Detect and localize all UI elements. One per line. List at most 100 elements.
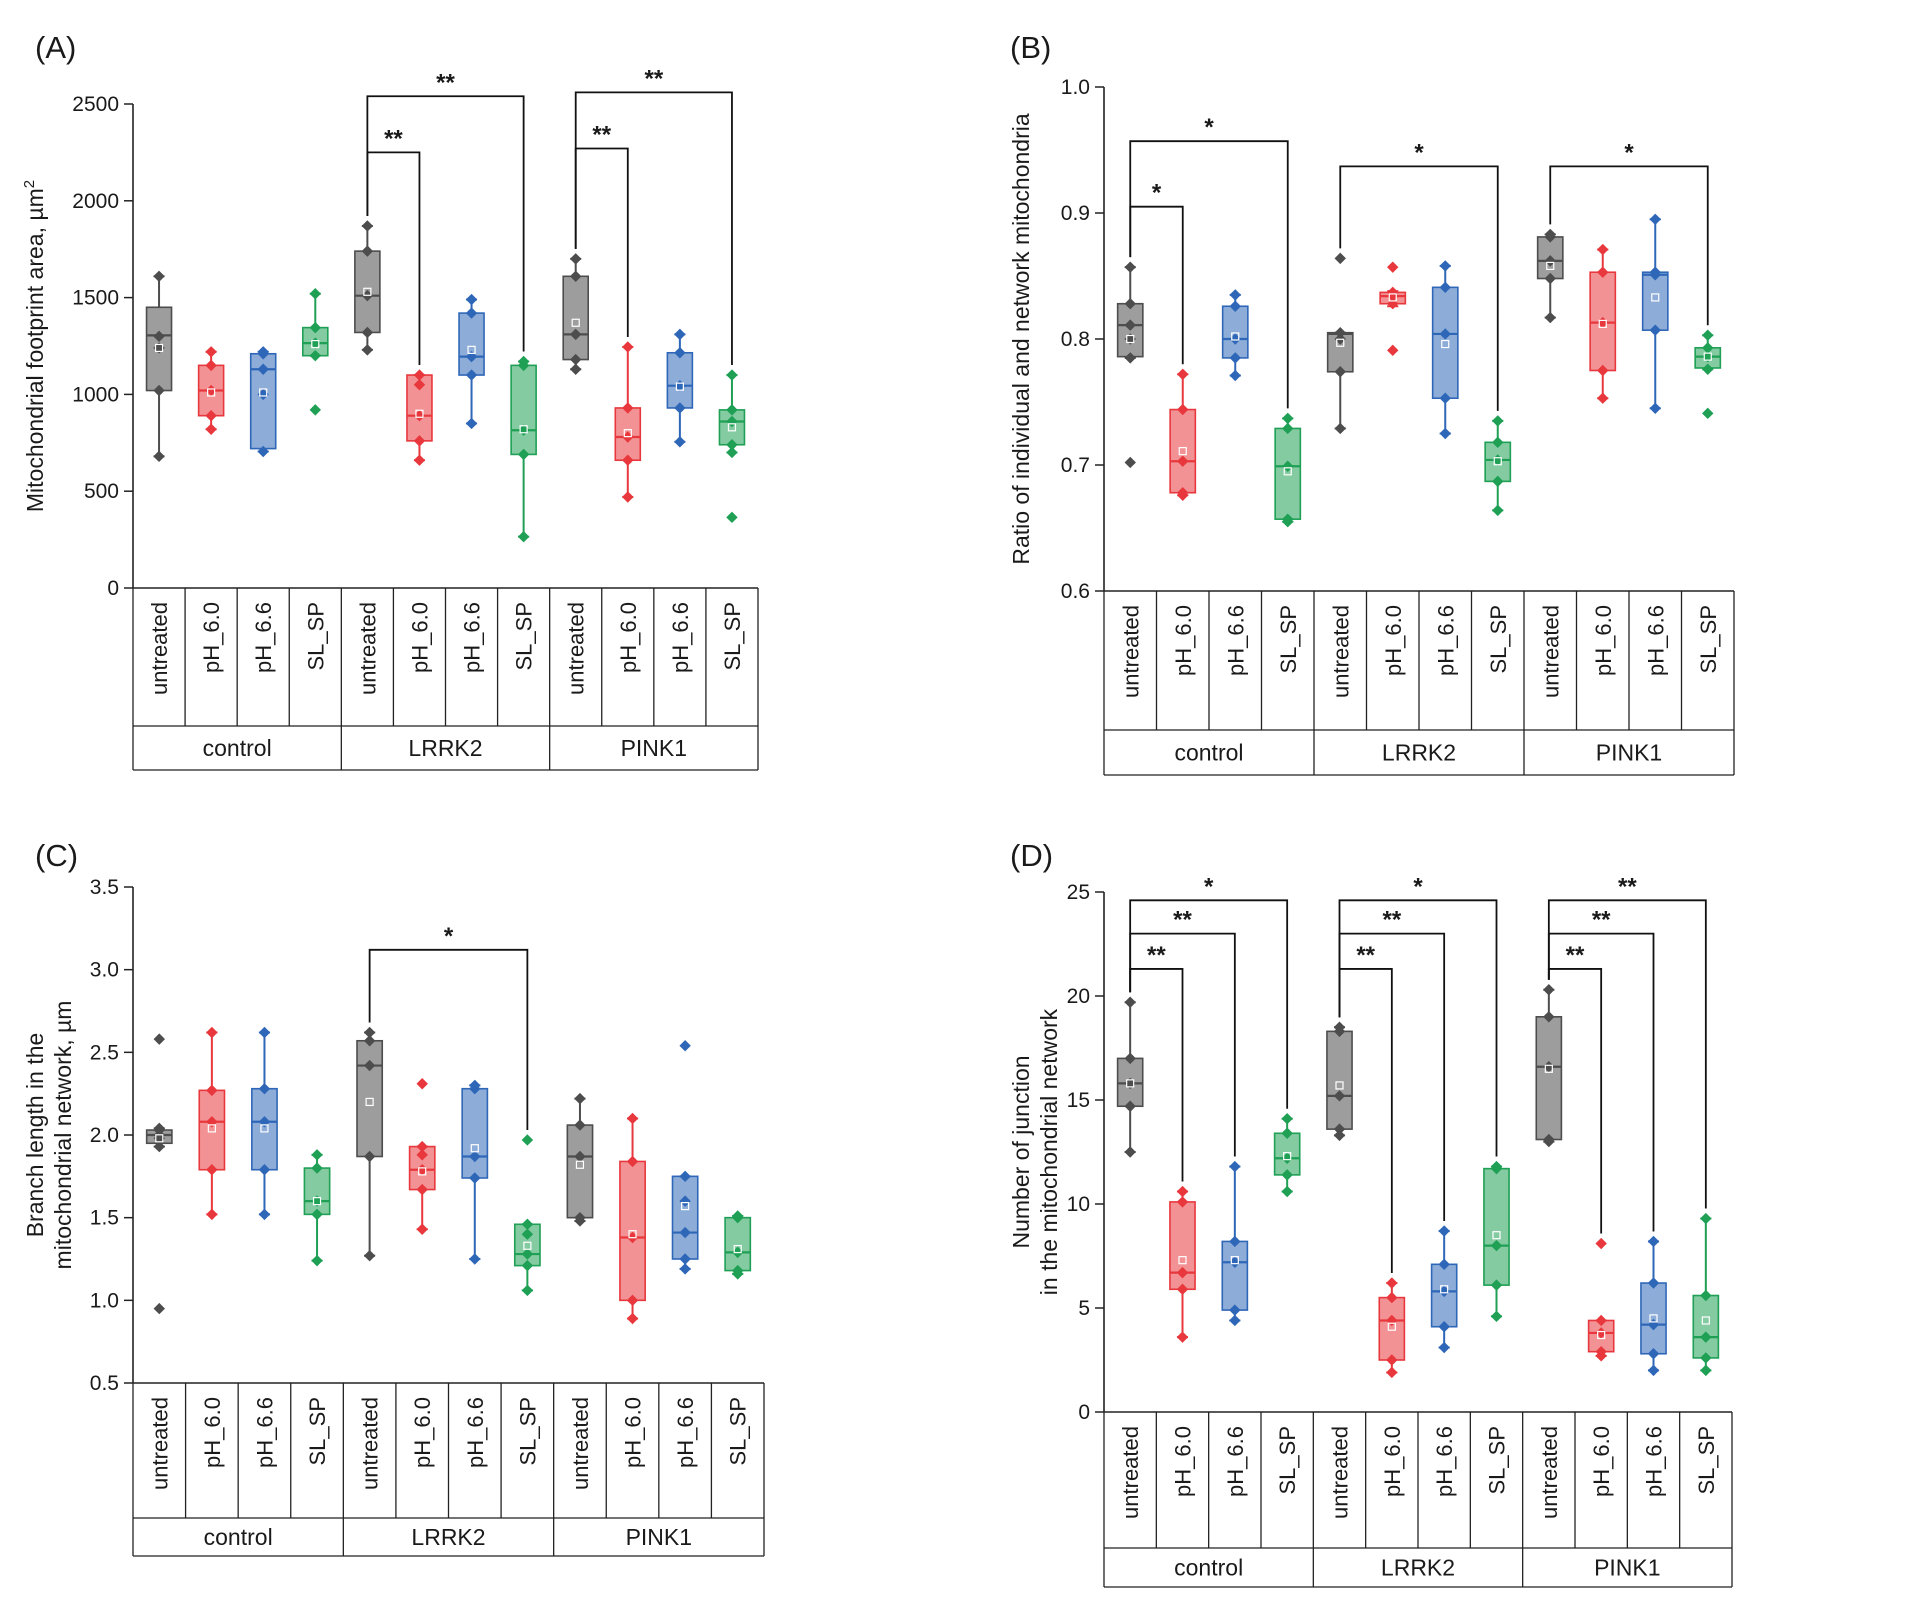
data-point: [1176, 1196, 1189, 1208]
data-point: [622, 341, 634, 353]
box-lrrk2-sl-sp: [510, 355, 537, 543]
category-label-ph-6-0: pH_6.0: [1591, 605, 1616, 676]
data-point: [1386, 1354, 1398, 1366]
data-point: [521, 1259, 534, 1272]
mean-marker: [681, 1201, 690, 1211]
mean-marker: [1283, 1152, 1292, 1161]
data-point: [1229, 1160, 1241, 1173]
data-point: [413, 454, 426, 466]
data-point: [1647, 1277, 1660, 1289]
data-point: [257, 445, 269, 458]
box-lrrk2-ph-6-0: [1379, 261, 1407, 357]
category-label-ph-6-0: pH_6.0: [407, 602, 432, 673]
box-iqr: [1431, 286, 1459, 400]
box-lrrk2-untreated: [356, 1026, 384, 1262]
box-control-ph-6-6: [251, 1026, 278, 1221]
significance-label: *: [1204, 114, 1214, 141]
panel-label: (C): [35, 838, 78, 873]
category-label-ph-6-0: pH_6.0: [200, 1397, 225, 1468]
data-point: [416, 1223, 428, 1235]
data-point: [1597, 364, 1609, 377]
box-pink1-ph-6-6: [671, 1040, 699, 1275]
data-point: [309, 321, 321, 334]
y-tick-label: 5: [1078, 1297, 1090, 1320]
data-point: [413, 369, 426, 381]
mean-marker: [1230, 1256, 1239, 1265]
y-axis-title-superscript: 2: [21, 180, 38, 188]
data-point: [1177, 368, 1189, 380]
data-point: [311, 1254, 323, 1267]
mean-marker: [207, 1124, 216, 1133]
data-point: [1439, 260, 1451, 272]
data-point: [1282, 460, 1294, 472]
box-iqr: [1640, 1282, 1667, 1355]
data-point: [1333, 1123, 1346, 1135]
box-control-sl-sp: [1274, 412, 1302, 528]
data-point: [1702, 407, 1714, 420]
category-label-ph-6-0: pH_6.0: [621, 1397, 646, 1468]
data-point: [674, 402, 686, 414]
box-control-untreated: [1116, 996, 1144, 1158]
box-iqr: [671, 1175, 699, 1260]
category-label-untreated: untreated: [564, 602, 589, 695]
box-iqr: [510, 364, 537, 456]
data-point: [363, 1035, 376, 1047]
category-label-untreated: untreated: [1118, 605, 1143, 698]
data-point: [679, 1253, 691, 1265]
category-label-sl-sp: SL_SP: [1276, 605, 1301, 674]
significance-bracket: **: [1547, 873, 1707, 1209]
data-point: [622, 402, 634, 414]
mean-marker: [155, 1134, 164, 1143]
category-label-ph-6-0: pH_6.0: [199, 602, 224, 673]
box-pink1-sl-sp: [1692, 1212, 1720, 1377]
category-label-ph-6-6: pH_6.6: [1433, 605, 1458, 676]
category-label-sl-sp: SL_SP: [515, 1397, 540, 1466]
data-point: [726, 511, 738, 524]
bracket-line: [366, 95, 525, 352]
data-point: [1124, 298, 1136, 310]
y-tick-label: 1.0: [90, 1289, 119, 1312]
category-label-sl-sp: SL_SP: [1694, 1426, 1719, 1495]
bracket-line: [368, 948, 529, 1130]
data-point: [1176, 1283, 1189, 1295]
y-axis-title: Ratio of individual and network mitochon…: [1008, 113, 1034, 565]
significance-label: **: [1382, 907, 1401, 934]
y-tick-label: 500: [84, 480, 119, 503]
box-iqr: [562, 275, 590, 361]
data-point: [465, 293, 478, 306]
chart-panel-d: (D) 0 5 10 15 20 25 Number of junction in the mi…: [1008, 838, 1733, 1588]
box-pink1-sl-sp: [1694, 329, 1722, 420]
group-label-lrrk2: LRRK2: [1381, 1555, 1455, 1581]
data-point: [153, 1122, 165, 1135]
data-point: [205, 409, 217, 422]
data-point: [626, 1155, 639, 1168]
data-point: [674, 347, 686, 359]
data-point: [309, 404, 321, 416]
data-point: [1281, 1127, 1293, 1139]
mean-marker: [1335, 1081, 1344, 1090]
significance-bracket: *: [368, 923, 529, 1130]
data-point: [1597, 243, 1609, 256]
data-point: [1702, 329, 1714, 341]
significance-label: **: [384, 125, 403, 152]
mean-marker: [470, 1144, 479, 1153]
data-point: [1649, 402, 1661, 415]
category-label-untreated: untreated: [147, 1397, 172, 1490]
data-point: [1229, 369, 1241, 382]
y-axis-title: Number of junction in the mitochondrial n…: [1008, 1008, 1062, 1295]
box-iqr: [1221, 1240, 1249, 1311]
data-point: [416, 1183, 428, 1196]
mean-marker: [1440, 1285, 1449, 1294]
box-control-ph-6-0: [1169, 368, 1197, 501]
data-point: [1334, 326, 1346, 339]
category-label-sl-sp: SL_SP: [305, 1397, 330, 1466]
y-axis-title-line: in the mitochondrial network: [1036, 1008, 1062, 1295]
y-tick-label: 0.7: [1061, 454, 1090, 477]
group-label-pink1: PINK1: [626, 1524, 692, 1550]
data-point: [1229, 1314, 1241, 1327]
y-tick-label: 2.0: [90, 1124, 119, 1147]
box-lrrk2-untreated: [354, 220, 381, 356]
data-point: [1229, 1235, 1241, 1248]
